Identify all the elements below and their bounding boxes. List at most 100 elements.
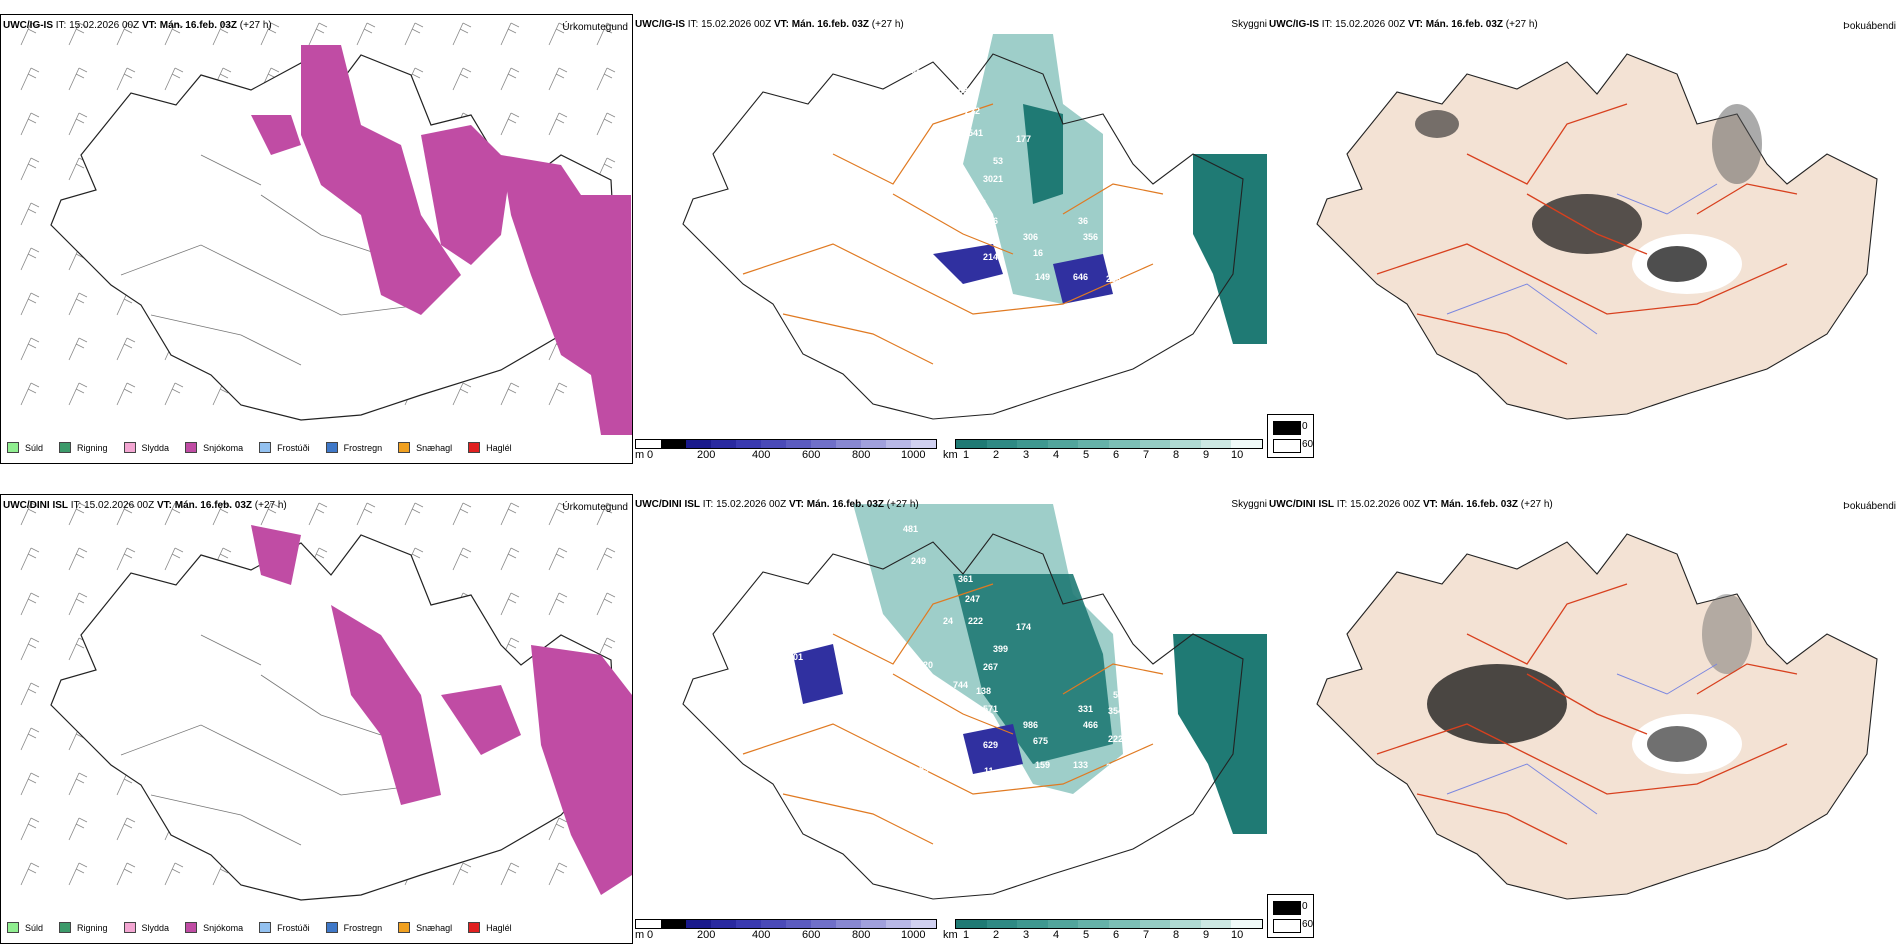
wind-barb bbox=[596, 22, 616, 46]
cloud-base-value-label: 239 bbox=[1106, 762, 1121, 772]
cloud-base-value-label: 338 bbox=[1113, 202, 1128, 212]
fog-panel-label-row1: Þokuábendi bbox=[1843, 21, 1896, 32]
wind-barb bbox=[116, 547, 136, 571]
cloud-base-tick: 0 bbox=[647, 929, 654, 941]
cloud-base-value-label: 267 bbox=[983, 662, 998, 672]
precip-type-panel-row1: UWC/IG-IS IT: 15.02.2026 00Z VT: Mán. 16… bbox=[0, 14, 633, 464]
wind-barb bbox=[68, 112, 88, 136]
cloud-base-value-label: 354 bbox=[1108, 706, 1123, 716]
fog-index-panel-row1: UWC/IG-IS IT: 15.02.2026 00Z VT: Mán. 16… bbox=[1267, 14, 1900, 464]
wind-barb bbox=[68, 67, 88, 91]
cloud-base-value-label: 916 bbox=[1103, 326, 1118, 336]
fog-legend-light bbox=[1273, 439, 1301, 453]
vis-tick: 6 bbox=[1113, 929, 1120, 941]
wind-barb bbox=[20, 817, 40, 841]
fog-legend-row2: 0 60 bbox=[1267, 894, 1314, 938]
cloud-base-tick: 1000 bbox=[901, 929, 926, 941]
legend-swatch bbox=[59, 922, 72, 933]
wind-barb bbox=[548, 112, 568, 136]
cloud-base-value-label: 171 bbox=[947, 768, 962, 778]
wind-barb bbox=[20, 637, 40, 661]
wind-barb bbox=[548, 547, 568, 571]
cloud-base-value-label: 214 bbox=[983, 252, 998, 262]
wind-barb bbox=[164, 67, 184, 91]
fog-panel-label-row2: Þokuábendi bbox=[1843, 501, 1896, 512]
cloud-base-value-label: 86 bbox=[819, 266, 829, 276]
cloud-base-value-label: 646 bbox=[1073, 272, 1088, 282]
wind-barb bbox=[20, 727, 40, 751]
wind-barb bbox=[116, 337, 136, 361]
wind-barb bbox=[212, 502, 232, 526]
legend-swatch bbox=[398, 442, 411, 453]
legend-item-haglel: Haglél bbox=[468, 442, 512, 453]
wind-barb bbox=[68, 592, 88, 616]
cloud-base-value-label: 127 bbox=[843, 272, 858, 282]
cloud-base-value-label: 24 bbox=[943, 616, 953, 626]
wind-barb bbox=[452, 547, 472, 571]
legend-item-haglel: Haglél bbox=[468, 922, 512, 933]
fog-index-panel-row2: UWC/DINI ISL IT: 15.02.2026 00Z VT: Mán.… bbox=[1267, 494, 1900, 944]
legend-item-snaehagl: Snæhagl bbox=[398, 922, 452, 933]
fog-panel-title-row2: UWC/DINI ISL IT: 15.02.2026 00Z VT: Mán.… bbox=[1269, 499, 1553, 510]
cloud-visibility-panel-row2: 481 249 188 36 361 247 222 24 174 399 267 320 201 744… bbox=[633, 494, 1267, 944]
wind-barb bbox=[164, 382, 184, 406]
cloud-base-value-label: 208 bbox=[823, 88, 838, 98]
precip-legend-row1: Súld Rigning Slydda Snjókoma Frostúði Fr… bbox=[7, 442, 528, 453]
legend-swatch bbox=[123, 922, 136, 933]
wind-barb bbox=[20, 592, 40, 616]
cloud-base-value-label: 70 bbox=[984, 278, 994, 288]
wind-barb bbox=[68, 772, 88, 796]
wind-barb bbox=[548, 862, 568, 886]
legend-swatch bbox=[7, 442, 19, 453]
wind-barb bbox=[500, 67, 520, 91]
cloud-base-labels-row1: 959 904 208 201 587 222 541 126 177 53 3021 64 17 131… bbox=[771, 36, 1135, 336]
cloud-base-value-label: 331 bbox=[1078, 704, 1093, 714]
wind-barb bbox=[548, 592, 568, 616]
cloud-base-value-label: 587 bbox=[958, 86, 973, 96]
legend-swatch bbox=[468, 922, 481, 933]
cloud-base-tick: 200 bbox=[697, 929, 716, 941]
fog-map-row1 bbox=[1316, 53, 1878, 420]
cloud-base-value-label: 11 bbox=[984, 766, 994, 776]
cloud-base-value-label: 382 bbox=[785, 696, 800, 706]
cloud-base-value-label: 201 bbox=[788, 652, 803, 662]
wind-barb bbox=[500, 112, 520, 136]
legend-item-frostregn: Frostregn bbox=[325, 922, 382, 933]
cloud-base-value-label: 77 bbox=[1108, 246, 1118, 256]
cloud-base-tick: 800 bbox=[852, 449, 871, 461]
wind-barb bbox=[20, 67, 40, 91]
cloud-base-value-label: 571 bbox=[983, 704, 998, 714]
cloud-base-value-label: 629 bbox=[983, 740, 998, 750]
wind-barb bbox=[20, 337, 40, 361]
wind-barb bbox=[452, 22, 472, 46]
wind-barb bbox=[596, 502, 616, 526]
fog-legend-light bbox=[1273, 919, 1301, 933]
wind-barb bbox=[164, 22, 184, 46]
cloud-base-tick: 600 bbox=[802, 449, 821, 461]
legend-swatch bbox=[7, 922, 19, 933]
legend-swatch bbox=[325, 442, 338, 453]
visibility-colorbar-row1 bbox=[955, 439, 1263, 449]
cloud-base-value-label: 222 bbox=[965, 106, 980, 116]
wind-barb bbox=[404, 22, 424, 46]
wind-barb bbox=[116, 817, 136, 841]
wind-barb bbox=[20, 202, 40, 226]
cloud-base-value-label: 22 bbox=[976, 198, 986, 208]
cloud-base-value-label: 138 bbox=[976, 686, 991, 696]
cloud-base-value-label: 986 bbox=[1023, 720, 1038, 730]
cloud-base-value-label: 36 bbox=[1078, 216, 1088, 226]
wind-barb bbox=[20, 247, 40, 271]
precip-type-panel-row2: UWC/DINI ISL IT: 15.02.2026 00Z VT: Mán.… bbox=[0, 494, 633, 944]
cloud-base-value-label: 133 bbox=[1073, 760, 1088, 770]
cloud-base-tick: 600 bbox=[802, 929, 821, 941]
precip-map-row2 bbox=[20, 502, 632, 901]
wind-barb bbox=[452, 862, 472, 886]
vis-tick: 5 bbox=[1083, 929, 1090, 941]
cloud-base-value-label: 152 bbox=[843, 760, 858, 770]
cloud-base-value-label: 783 bbox=[1111, 310, 1126, 320]
vis-tick: 4 bbox=[1053, 929, 1060, 941]
wind-barb bbox=[500, 22, 520, 46]
visibility-unit-row1: km bbox=[943, 449, 958, 461]
cloud-base-value-label: 17 bbox=[788, 164, 798, 174]
visibility-unit-row2: km bbox=[943, 929, 958, 941]
